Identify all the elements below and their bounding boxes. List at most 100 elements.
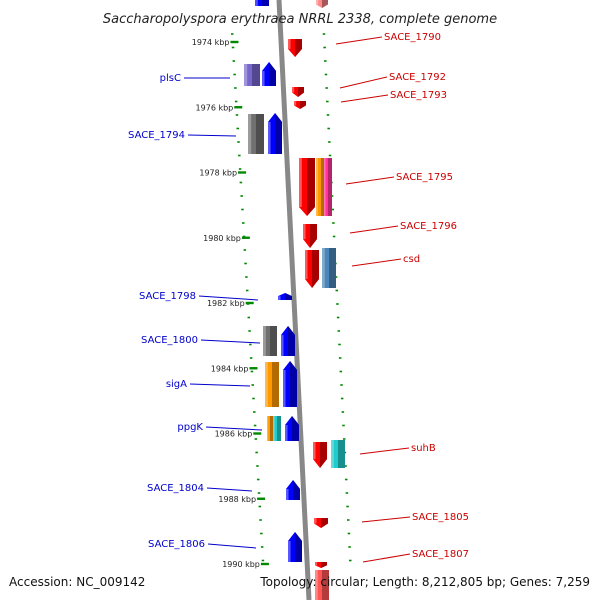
- ring-dot: [253, 411, 256, 413]
- ring-dot: [347, 532, 351, 535]
- ring-dot: [340, 384, 343, 386]
- ring-dot: [339, 370, 343, 373]
- kbp-tick-mark: [245, 301, 254, 305]
- ring-dot: [257, 492, 261, 494]
- gene-ppgK-c: [285, 416, 299, 441]
- top-partial-feature: [316, 0, 328, 8]
- ring-dot: [325, 87, 328, 89]
- kbp-tick-mark: [249, 367, 258, 370]
- ring-dot: [344, 478, 348, 481]
- ring-dot: [334, 276, 338, 278]
- ring-dot: [336, 303, 339, 305]
- label-leader-line: [198, 295, 259, 301]
- gene-SACE_1795-a: [299, 158, 315, 216]
- kbp-tick-mark: [241, 236, 250, 239]
- ring-dot: [254, 438, 258, 440]
- ring-dot: [323, 46, 326, 49]
- gene-plsC-b: [262, 62, 276, 86]
- kbp-tick-mark: [230, 40, 239, 44]
- ring-dot: [338, 343, 341, 346]
- kbp-tick-mark: [253, 432, 262, 435]
- ring-dot: [242, 235, 246, 238]
- accession-text: Accession: NC_009142: [9, 575, 145, 589]
- gene-SACE_1805: [314, 518, 328, 528]
- ring-dot: [331, 208, 334, 211]
- gene-label-forward: ppgK: [177, 422, 203, 433]
- gene-SACE_1790: [288, 39, 302, 57]
- gene-SACE_1796: [303, 224, 317, 248]
- ring-dot: [251, 384, 254, 386]
- ring-dot: [259, 519, 262, 521]
- ring-dot: [327, 127, 330, 130]
- ring-dot: [237, 141, 240, 143]
- gene-plsC-a: [244, 64, 260, 86]
- gene-SACE_1793: [294, 101, 306, 109]
- gene-SACE_1800-a: [263, 326, 277, 356]
- gene-label-forward: SACE_1798: [139, 291, 196, 302]
- top-partial-feature: [255, 0, 269, 6]
- genome-backbone: [276, 0, 312, 600]
- gene-suhB-b: [331, 440, 345, 468]
- ring-dot: [326, 114, 330, 116]
- ring-dot: [344, 465, 347, 467]
- kbp-tick-mark: [260, 562, 269, 566]
- ring-dot: [322, 33, 326, 35]
- ring-dot: [340, 397, 344, 400]
- kbp-tick-label: 1978 kbp: [199, 169, 237, 178]
- ring-dot: [324, 73, 328, 76]
- label-leader-line: [340, 94, 389, 103]
- kbp-tick-label: 1984 kbp: [211, 364, 249, 373]
- gene-label-reverse: SACE_1792: [389, 72, 446, 83]
- kbp-tick-mark: [234, 106, 243, 109]
- gene-SACE_1807: [315, 562, 327, 568]
- gene-features: [244, 0, 345, 600]
- ring-dot: [250, 370, 254, 373]
- ring-dot: [342, 438, 346, 440]
- gene-ppgK-b: [273, 416, 281, 441]
- ring-dot: [241, 208, 244, 211]
- ring-dot: [342, 424, 345, 427]
- label-leader-line: [339, 76, 388, 89]
- gene-label-forward: SACE_1794: [128, 130, 185, 141]
- ring-dot: [335, 289, 339, 292]
- ring-dot: [260, 546, 264, 548]
- kbp-tick-label: 1986 kbp: [215, 430, 253, 439]
- label-leader-line: [349, 225, 399, 234]
- ring-dot: [332, 222, 335, 224]
- ring-dot: [249, 343, 252, 346]
- gene-ppgK-a: [267, 416, 273, 441]
- kbp-tick-label: 1980 kbp: [203, 234, 241, 243]
- ring-dot: [234, 100, 238, 103]
- ring-dot: [258, 505, 262, 508]
- kbp-tick-label: 1990 kbp: [222, 560, 260, 569]
- ring-dot: [239, 181, 243, 184]
- map-title: Saccharopolyspora erythraea NRRL 2338, c…: [103, 12, 497, 27]
- ring-dot: [341, 411, 345, 413]
- kbp-tick-mark: [238, 171, 247, 174]
- ring-dot: [242, 222, 245, 224]
- gene-SACE_1800-b: [281, 326, 295, 356]
- label-leader-line: [345, 176, 395, 185]
- ring-dot: [245, 289, 249, 292]
- gene-label-reverse: SACE_1807: [412, 549, 469, 560]
- ring-dot: [243, 249, 247, 251]
- gene-label-reverse: csd: [403, 254, 420, 265]
- ring-dot: [348, 546, 351, 548]
- label-leader-line: [206, 487, 253, 492]
- gene-label-reverse: suhB: [411, 443, 436, 454]
- ring-dot: [346, 505, 349, 508]
- gene-SACE_1806: [288, 532, 302, 562]
- gene-label-reverse: SACE_1796: [400, 221, 457, 232]
- ring-dot: [324, 60, 327, 62]
- gene-suhB-a: [313, 442, 327, 468]
- ring-dot: [256, 478, 260, 481]
- ring-dot: [256, 465, 259, 467]
- gene-sigA-a: [265, 362, 279, 407]
- ring-dot: [255, 451, 258, 454]
- gene-label-reverse: SACE_1790: [384, 32, 441, 43]
- gene-label-reverse: SACE_1793: [390, 90, 447, 101]
- gene-SACE_1798: [278, 293, 292, 300]
- ring-dot: [336, 316, 340, 319]
- ring-dot: [261, 559, 265, 562]
